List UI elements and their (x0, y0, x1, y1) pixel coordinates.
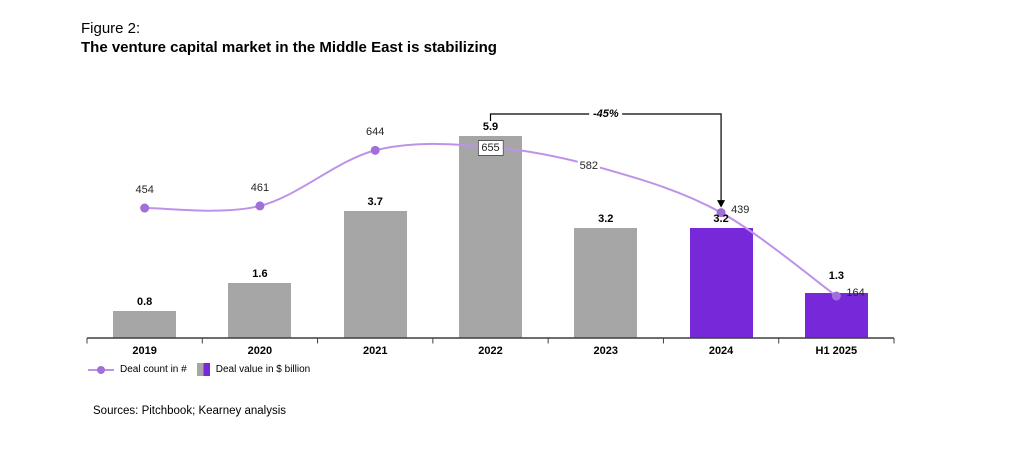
deal-count-label-2019: 454 (135, 184, 154, 196)
bar-value-label-2024: 3.2 (713, 213, 729, 226)
deal-count-label-2024: 439 (731, 203, 750, 216)
bar-2020 (228, 283, 292, 338)
figure-title: The venture capital market in the Middle… (81, 39, 497, 56)
sources-note: Sources: Pitchbook; Kearney analysis (93, 405, 287, 417)
axis-label-2023: 2023 (593, 345, 619, 357)
deal-count-line (144, 142, 837, 297)
axis-label-2021: 2021 (362, 345, 388, 357)
bar-value-label-2022: 5.9 (482, 120, 499, 133)
bar-value-label-2023: 3.2 (598, 213, 614, 226)
bar-2023 (574, 228, 638, 338)
deal-count-marker-2024 (716, 208, 726, 218)
bar-2024 (689, 228, 753, 338)
deal-count-marker-2019 (140, 203, 150, 213)
legend-item-deal-count: Deal count in # (88, 364, 187, 376)
deal-count-label-h1-2025: 164 (846, 287, 865, 300)
deal-count-marker-2021 (370, 145, 380, 155)
bar-2019 (113, 310, 177, 338)
axis-label-2024: 2024 (708, 345, 734, 357)
bar-value-label-2021: 3.7 (367, 196, 383, 209)
deal-count-marker-2020 (255, 201, 265, 211)
axis-label-2022: 2022 (478, 345, 503, 357)
deal-count-label-2022: 655 (477, 140, 504, 156)
deal-count-label-2020: 461 (250, 181, 270, 194)
legend-label-deal-count: Deal count in # (120, 364, 187, 375)
deal-count-marker-h1-2025 (831, 291, 841, 301)
chart-legend: Deal count in # Deal value in $ billion (88, 363, 310, 376)
deal-count-label-2021: 644 (366, 126, 385, 139)
annotation-bracket (489, 113, 722, 201)
line-marker-swatch (88, 365, 114, 374)
annotation-arrowhead (717, 200, 726, 208)
legend-item-deal-value: Deal value in $ billion (196, 363, 311, 376)
figure-label: Figure 2: (81, 20, 141, 37)
legend-label-deal-value: Deal value in $ billion (215, 364, 311, 375)
bar-2022 (459, 135, 522, 338)
bar-value-label-h1-2025: 1.3 (828, 270, 844, 283)
axis-label-2019: 2019 (132, 345, 157, 357)
bar-value-label-2019: 0.8 (136, 295, 153, 308)
bar-value-label-2020: 1.6 (252, 268, 268, 281)
bar-swatch (196, 363, 210, 376)
axis-label-2020: 2020 (247, 345, 273, 357)
deal-count-label-2023: 582 (577, 160, 600, 174)
axis-label-h1-2025: H1 2025 (815, 345, 858, 357)
bar-2021 (343, 211, 407, 338)
bar-h1-2025 (804, 293, 868, 338)
annotation-change-label: -45% (588, 108, 623, 120)
